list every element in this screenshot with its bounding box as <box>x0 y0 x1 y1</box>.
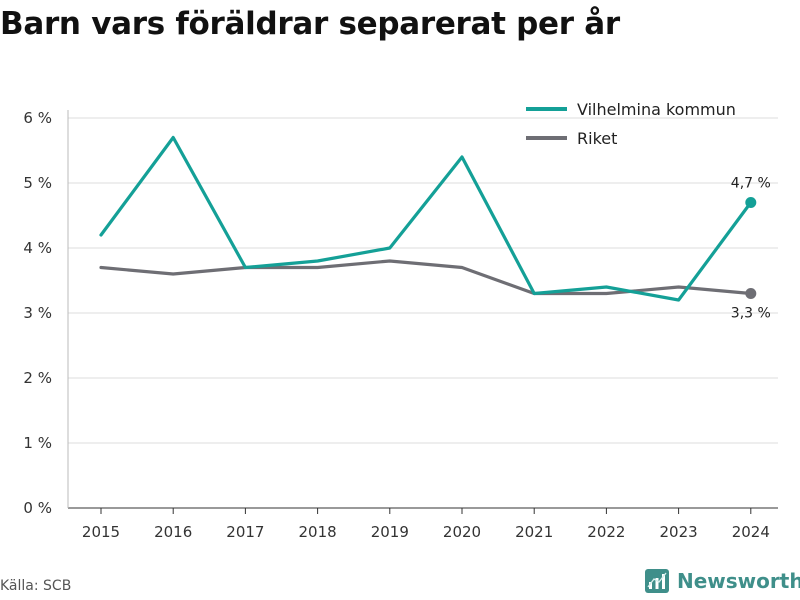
x-tick-label: 2019 <box>371 523 409 541</box>
series-line <box>99 135 753 302</box>
y-tick-label: 2 % <box>23 369 52 387</box>
chart-title: Barn vars föräldrar separerat per år <box>0 6 620 42</box>
data-labels: 4,7 % 3,3 % <box>731 176 771 322</box>
source-note: Källa: SCB <box>0 578 72 594</box>
series-line <box>99 259 753 296</box>
x-tick-label: 2016 <box>154 523 192 541</box>
brand-name: Newsworthy <box>677 569 800 593</box>
series-end-point <box>745 288 757 299</box>
legend-label: Vilhelmina kommun <box>577 100 736 119</box>
y-tick-label: 6 % <box>23 109 52 127</box>
x-tick-label: 2022 <box>587 523 625 541</box>
x-tick-label: 2024 <box>732 523 770 541</box>
y-tick-label: 0 % <box>23 499 52 517</box>
y-tick-label: 5 % <box>23 174 52 192</box>
legend-label: Riket <box>577 129 617 148</box>
y-tick-label: 1 % <box>23 434 52 452</box>
y-tick-label: 3 % <box>23 304 52 322</box>
x-tick-label: 2015 <box>82 523 120 541</box>
x-tick-label: 2023 <box>660 523 698 541</box>
grid-lines <box>68 117 778 444</box>
data-label: 4,7 % <box>731 176 771 192</box>
series-end-point <box>745 197 757 208</box>
x-tick-label: 2020 <box>443 523 481 541</box>
series-lines <box>99 135 757 302</box>
x-tick-label: 2018 <box>299 523 337 541</box>
axes: 0 % 1 % 2 % 3 % 4 % 5 % 6 % 2015 2016 2017 2018 201… <box>23 109 778 541</box>
x-tick-label: 2021 <box>515 523 553 541</box>
brand-logo[interactable]: Newsworthy <box>645 569 800 593</box>
x-tick-label: 2017 <box>226 523 264 541</box>
legend: Vilhelmina kommun Riket <box>526 100 736 148</box>
newsworthy-logo-icon <box>645 569 669 593</box>
y-tick-label: 4 % <box>23 239 52 257</box>
data-label: 3,3 % <box>731 306 771 322</box>
